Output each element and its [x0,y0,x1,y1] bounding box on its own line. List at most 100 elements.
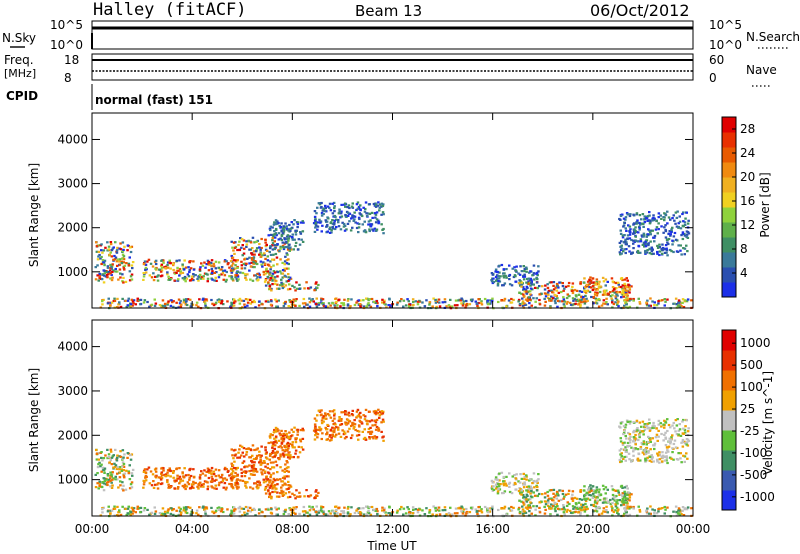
velocity-cell [276,513,279,516]
power-cell [619,232,623,235]
power-cell [240,260,243,263]
power-cell [167,278,170,281]
velocity-cell [519,473,522,476]
velocity-cell [333,412,336,415]
velocity-cell [291,441,294,444]
velocity-cell [289,435,293,438]
velocity-cell [325,433,328,436]
velocity-cell [244,505,248,509]
power-cell [289,229,292,232]
power-cell [295,298,298,301]
power-cell [656,252,659,255]
power-cell [678,220,682,223]
velocity-cell [617,508,620,511]
velocity-cell [441,509,444,512]
power-cell [320,212,324,215]
velocity-cell [195,512,198,515]
power-cell [638,302,642,305]
power-cell [330,231,333,234]
power-cell [346,222,350,225]
power-cell [199,277,203,280]
power-cell [626,299,629,302]
velocity-cell [109,512,112,515]
velocity-cell [603,499,606,502]
velocity-cell [264,465,267,468]
velocity-cell [183,483,187,486]
power-cell [664,224,667,227]
velocity-cell [655,512,659,515]
velocity-cell [521,510,524,513]
power-cell [102,261,105,264]
velocity-cell [636,457,640,460]
power-cell [271,226,274,229]
power-cell [280,238,283,242]
power-cell [131,267,134,270]
velocity-cell [562,497,565,500]
velocity-cell [635,419,639,422]
power-cell [359,209,362,212]
velocity-cell [280,486,283,489]
power-cell [507,274,511,277]
power-cell [273,230,276,233]
power-cell [643,242,646,245]
velocity-colorbar-tick-label: 25 [740,402,755,416]
velocity-cell [562,506,566,509]
power-cell [231,256,235,259]
power-cell [609,291,612,294]
power-cell [665,249,669,252]
power-cell [381,301,384,304]
velocity-cell [356,408,360,411]
power-cell [282,230,286,233]
power-cell [238,248,241,252]
velocity-cell [525,498,528,501]
velocity-cell [187,483,191,486]
power-cell [216,299,219,302]
velocity-cell [326,413,330,416]
velocity-cell [288,451,291,454]
velocity-cell [685,419,688,422]
velocity-cell [111,478,114,481]
velocity-cell [656,458,659,461]
power-cell [172,268,175,272]
velocity-cell [331,426,334,429]
power-cell [611,280,615,283]
power-cell [498,271,501,274]
velocity-cell [272,472,275,475]
power-cell [237,243,240,247]
power-cell [583,302,587,305]
velocity-cell [317,511,321,514]
power-cell [591,288,595,292]
power-cell [313,210,317,213]
velocity-cell [320,409,323,412]
power-cell [532,272,536,275]
velocity-cell [532,472,536,475]
power-cell [132,299,136,302]
power-cell [619,218,622,221]
power-cell [183,259,186,262]
power-cell [302,297,306,301]
power-cell [647,242,650,245]
power-cell [376,302,379,305]
velocity-cell [288,457,291,460]
power-cell [528,271,531,274]
velocity-cell [119,484,122,487]
velocity-cell [333,429,336,432]
power-cell [287,239,290,242]
velocity-cell [641,420,645,423]
velocity-cell [279,492,282,495]
power-cell [611,299,614,302]
power-cell [187,275,191,278]
velocity-cell [678,428,682,431]
power-cell [604,284,607,287]
velocity-cell [296,495,299,498]
velocity-cell [107,456,110,459]
velocity-cell [273,483,277,487]
velocity-cell [109,459,112,462]
velocity-cell [269,479,272,482]
power-cell [262,261,265,264]
power-cell [648,211,651,214]
velocity-cell [143,507,147,510]
power-cell [579,304,582,307]
velocity-cell [529,501,532,504]
power-cell [650,229,653,232]
